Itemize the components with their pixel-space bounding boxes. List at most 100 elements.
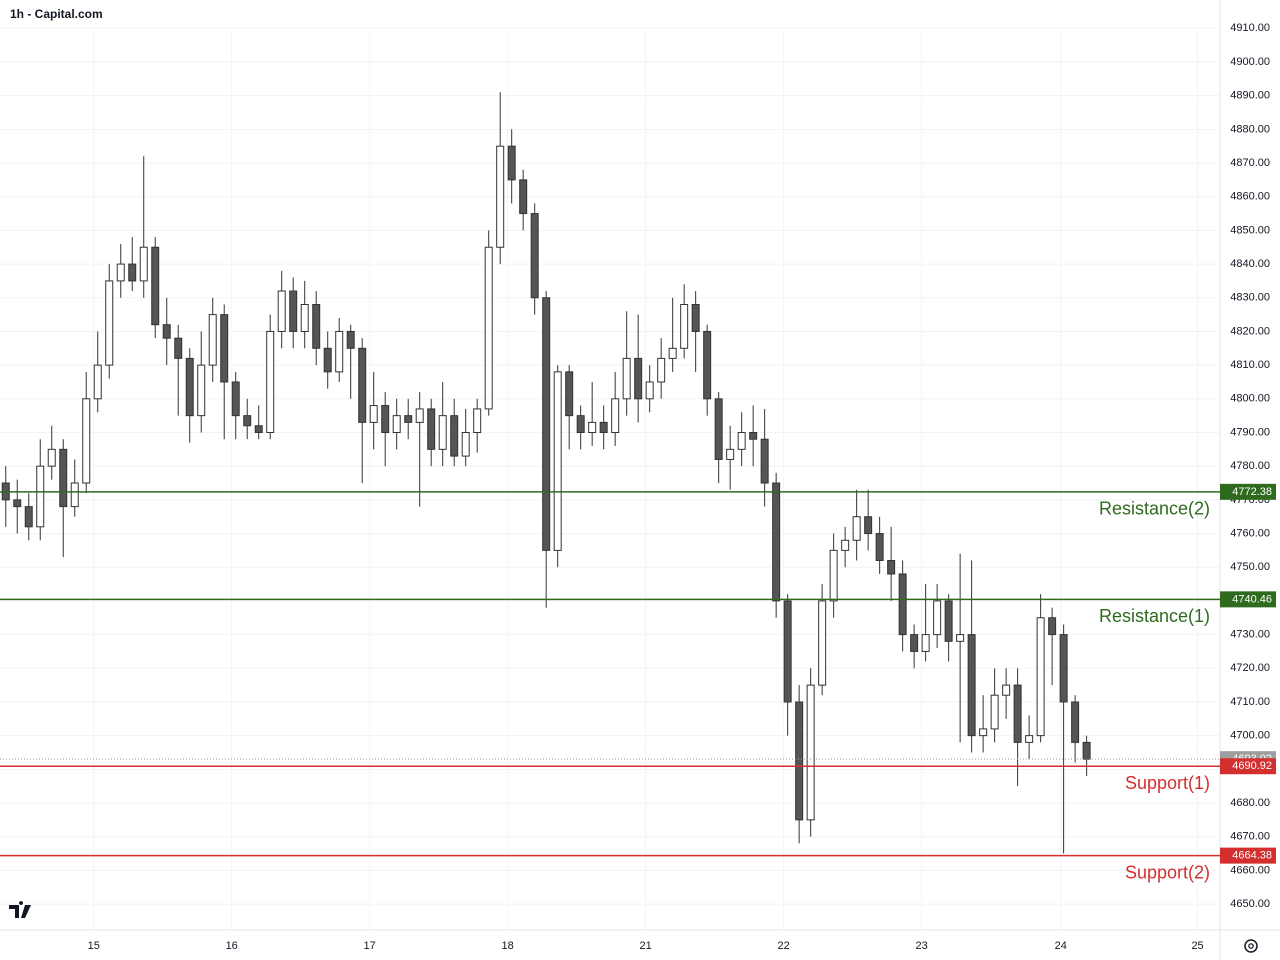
candle-body bbox=[162, 324, 171, 339]
candle-body bbox=[300, 303, 309, 332]
candle-body bbox=[979, 728, 988, 737]
y-tick-label: 4730.00 bbox=[1230, 629, 1270, 641]
candle-body bbox=[139, 246, 148, 282]
candle-body bbox=[611, 398, 620, 433]
candle-body bbox=[289, 290, 298, 332]
y-tick-label: 4670.00 bbox=[1230, 831, 1270, 843]
y-tick-label: 4790.00 bbox=[1230, 426, 1270, 438]
candle-body bbox=[346, 330, 355, 349]
x-tick-label: 22 bbox=[778, 940, 790, 952]
candle-body bbox=[530, 213, 539, 299]
candle-body bbox=[841, 539, 850, 551]
candle-body bbox=[519, 179, 528, 215]
y-tick-label: 4890.00 bbox=[1230, 90, 1270, 102]
candle-body bbox=[438, 415, 447, 450]
candle-body bbox=[415, 408, 424, 423]
candle-body bbox=[277, 290, 286, 332]
level-price-tag bbox=[1220, 758, 1276, 775]
candle-body bbox=[197, 364, 206, 417]
candle-body bbox=[473, 408, 482, 433]
gear[interactable] bbox=[1244, 939, 1258, 953]
candle-body bbox=[1036, 617, 1045, 737]
candle-body bbox=[93, 364, 102, 400]
level-price-tag bbox=[1220, 847, 1276, 864]
y-tick-label: 4720.00 bbox=[1230, 662, 1270, 674]
chart-title: 1h - Capital.com bbox=[10, 7, 103, 21]
level-price-tag bbox=[1220, 591, 1276, 608]
x-tick-label: 18 bbox=[502, 940, 514, 952]
y-tick-label: 4880.00 bbox=[1230, 123, 1270, 135]
candle-body bbox=[185, 357, 194, 417]
candle-body bbox=[703, 330, 712, 400]
y-tick-label: 4780.00 bbox=[1230, 460, 1270, 472]
candle-body bbox=[151, 246, 160, 326]
candle-body bbox=[852, 516, 861, 541]
candle-body bbox=[461, 431, 470, 457]
candle-body bbox=[358, 347, 367, 423]
candle-body bbox=[1071, 701, 1080, 743]
candle-body bbox=[864, 516, 873, 535]
candle-body bbox=[887, 559, 896, 575]
candle-body bbox=[967, 634, 976, 737]
plot bbox=[1, 92, 1091, 854]
candle-body bbox=[691, 303, 700, 332]
candle-body bbox=[243, 415, 252, 427]
level-price-tag bbox=[1220, 483, 1276, 500]
candle-body bbox=[933, 600, 942, 636]
candle-body bbox=[220, 314, 229, 383]
settings-icon[interactable] bbox=[1244, 939, 1258, 953]
candle-body bbox=[921, 634, 930, 652]
level-annotation: Support(2) bbox=[1125, 862, 1210, 882]
candle-body bbox=[657, 357, 666, 383]
y-tick-label: 4870.00 bbox=[1230, 157, 1270, 169]
logo bbox=[9, 901, 31, 918]
candle-body bbox=[116, 263, 125, 282]
level-price-label: 4740.46 bbox=[1232, 593, 1272, 605]
candle-body bbox=[1002, 684, 1011, 696]
candle-body bbox=[381, 405, 390, 433]
y-tick-label: 4840.00 bbox=[1230, 258, 1270, 270]
candle-body bbox=[749, 431, 758, 440]
candle-body bbox=[599, 421, 608, 433]
candle-body bbox=[795, 701, 804, 821]
x-tick-label: 21 bbox=[640, 940, 652, 952]
level-annotation: Support(1) bbox=[1125, 773, 1210, 793]
candle-body bbox=[484, 246, 493, 410]
candle-body bbox=[806, 684, 815, 821]
candle-body bbox=[565, 371, 574, 417]
candle-body bbox=[944, 600, 953, 642]
x-tick-label: 25 bbox=[1191, 940, 1203, 952]
candle-body bbox=[726, 448, 735, 460]
candle-body bbox=[24, 506, 33, 528]
gear-hub[interactable] bbox=[1248, 943, 1254, 949]
candle-body bbox=[783, 600, 792, 703]
candle-body bbox=[36, 465, 45, 528]
x-tick-label: 15 bbox=[88, 940, 100, 952]
candle-body bbox=[553, 371, 562, 551]
candle-body bbox=[47, 448, 56, 467]
candle-body bbox=[1059, 634, 1068, 703]
candle-body bbox=[208, 314, 217, 366]
candle-body bbox=[576, 415, 585, 433]
candle-body bbox=[910, 634, 919, 652]
level-annotation: Resistance(2) bbox=[1099, 499, 1210, 519]
y-tick-label: 4660.00 bbox=[1230, 864, 1270, 876]
candle-body bbox=[404, 415, 413, 423]
candle-body bbox=[128, 263, 137, 282]
x-tick-label: 24 bbox=[1055, 940, 1067, 952]
y-tick-label: 4750.00 bbox=[1230, 561, 1270, 573]
candle-body bbox=[427, 408, 436, 450]
candle-body bbox=[542, 297, 551, 551]
y-tick-label: 4820.00 bbox=[1230, 325, 1270, 337]
y-tick-label: 4810.00 bbox=[1230, 359, 1270, 371]
candle-body bbox=[174, 337, 183, 359]
candle-body bbox=[1082, 741, 1091, 760]
y-tick-label: 4900.00 bbox=[1230, 56, 1270, 68]
candle-body bbox=[323, 347, 332, 373]
y-tick-label: 4680.00 bbox=[1230, 797, 1270, 809]
candle-body bbox=[818, 600, 827, 686]
